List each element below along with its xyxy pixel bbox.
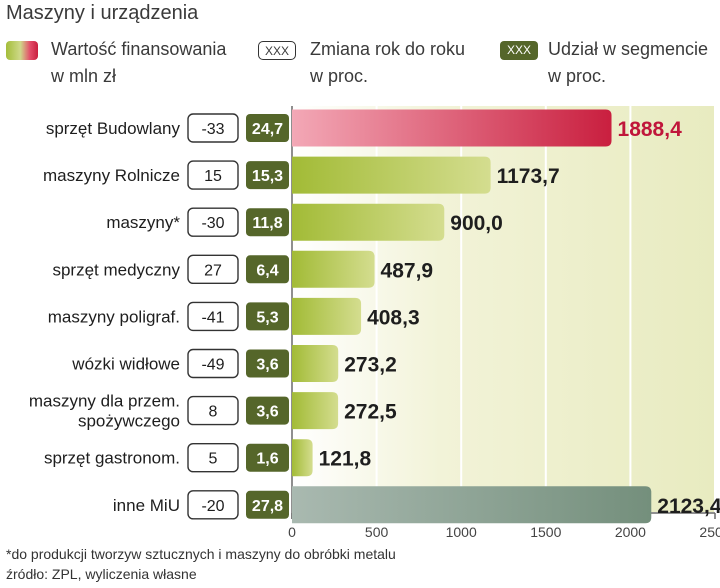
category-label-line: inne MiU — [113, 496, 180, 515]
change-value: -49 — [201, 357, 224, 374]
category-label-line: maszyny* — [106, 213, 180, 232]
category-label: maszyny poligraf. — [48, 307, 180, 326]
x-tick-label: 1000 — [446, 524, 477, 540]
share-value: 3,6 — [256, 404, 278, 421]
legend-label-change: Zmiana rok do roku w proc. — [310, 39, 466, 86]
bar — [292, 203, 445, 241]
change-value: -33 — [201, 121, 224, 138]
share-value: 24,7 — [252, 121, 283, 138]
change-box — [187, 443, 239, 473]
share-value: 27,8 — [252, 498, 283, 515]
bar — [292, 156, 491, 194]
x-tick-label: 500 — [365, 524, 389, 540]
bar-value-label: 1173,7 — [497, 165, 560, 188]
share-value: 1,6 — [256, 451, 278, 468]
bar-value-label: 273,2 — [344, 354, 397, 377]
bar-value-label: 272,5 — [344, 401, 397, 424]
share-value: 5,3 — [256, 309, 278, 326]
change-box — [187, 160, 239, 190]
category-label-line: maszyny poligraf. — [48, 307, 180, 326]
legend-label-value: Wartość finansowania w mln zł — [51, 39, 227, 86]
source-note: źródło: ZPL, wyliczenia własne — [6, 566, 197, 582]
share-box — [246, 349, 289, 378]
x-tick-label: 1500 — [530, 524, 561, 540]
category-label: sprzęt Budowlany — [46, 119, 181, 138]
change-value: 15 — [204, 168, 222, 185]
bar-value-label: 1888,4 — [618, 118, 683, 141]
share-value: 3,6 — [256, 357, 278, 374]
legend-swatch-share-box: XXX — [500, 41, 538, 60]
category-label-line: maszyny Rolnicze — [43, 166, 180, 185]
bar-value-label: 900,0 — [450, 212, 503, 235]
bar — [292, 109, 612, 147]
change-box — [187, 490, 239, 520]
share-box — [246, 208, 289, 237]
share-value: 6,4 — [256, 262, 278, 279]
share-box — [246, 161, 289, 190]
bar-value-label: 2123,4 — [657, 495, 720, 518]
legend-label-share: Udział w segmencie w proc. — [548, 39, 709, 86]
x-tick-label: 0 — [288, 524, 296, 540]
category-label-line: sprzęt gastronom. — [44, 449, 180, 468]
change-value: 27 — [204, 262, 222, 279]
legend-swatch-change-box: XXX — [258, 41, 296, 60]
change-box — [187, 395, 239, 426]
category-label-line: maszyny dla przem. — [29, 392, 180, 411]
x-tick-label: 2000 — [615, 524, 646, 540]
category-label: maszyny dla przem. spożywczego — [29, 392, 180, 431]
bar — [292, 250, 375, 288]
bar-value-label: 121,8 — [319, 448, 372, 471]
bar — [292, 297, 362, 335]
share-box — [246, 490, 289, 519]
category-label: sprzęt gastronom. — [44, 449, 180, 468]
category-label: inne MiU — [113, 496, 180, 515]
change-box — [187, 207, 239, 237]
bar — [292, 439, 313, 477]
change-value: -30 — [201, 215, 224, 232]
share-value: 11,8 — [252, 215, 282, 232]
change-value: -20 — [201, 498, 224, 515]
change-box — [187, 113, 239, 143]
footnote: *do produkcji tworzyw sztucznych i maszy… — [6, 546, 396, 562]
share-box — [246, 302, 289, 331]
bar — [292, 392, 339, 430]
category-label-line: wózki widłowe — [71, 355, 180, 374]
category-label-line: spożywczego — [78, 412, 180, 431]
bar — [292, 486, 652, 524]
bar-value-label: 408,3 — [367, 306, 420, 329]
share-value: 15,3 — [252, 168, 283, 185]
bar-value-label: 487,9 — [381, 259, 434, 282]
share-box — [246, 443, 289, 472]
share-box — [246, 255, 289, 284]
category-label: maszyny* — [106, 213, 180, 232]
change-box — [187, 301, 239, 332]
category-label: wózki widłowe — [71, 355, 180, 374]
legend-swatch-gradient — [6, 41, 38, 60]
bar — [292, 345, 339, 382]
change-value: 8 — [209, 404, 218, 421]
chart-title: Maszyny i urządzenia — [6, 2, 199, 24]
x-tick-label: 2500 — [699, 524, 720, 540]
share-box — [246, 396, 289, 425]
category-label-line: sprzęt medyczny — [52, 260, 180, 279]
change-value: 5 — [209, 451, 218, 468]
change-box — [187, 348, 239, 379]
change-box — [187, 254, 239, 285]
share-box — [246, 114, 289, 142]
category-label: maszyny Rolnicze — [43, 166, 180, 185]
change-value: -41 — [201, 309, 224, 326]
category-label-line: sprzęt Budowlany — [46, 119, 181, 138]
category-label: sprzęt medyczny — [52, 260, 180, 279]
